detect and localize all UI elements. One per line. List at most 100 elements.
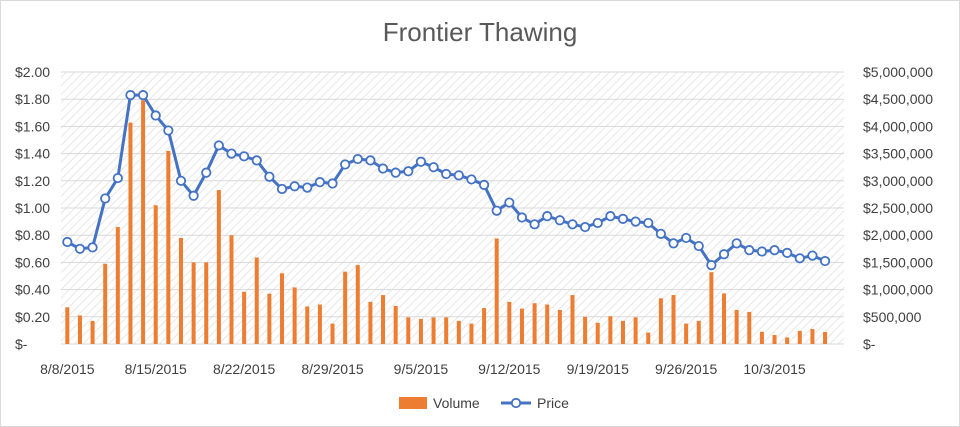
left-axis-tick-label: $0.60: [15, 254, 50, 270]
left-axis-tick-label: $-: [15, 336, 28, 352]
volume-bar: [292, 287, 297, 344]
volume-bar: [317, 304, 322, 344]
left-axis-tick-label: $1.20: [15, 173, 50, 189]
left-axis-labels: $- $0.20 $0.40 $0.60 $0.80 $1.00 $1.20 $1.40 $1.…: [15, 64, 50, 352]
price-point: [340, 159, 351, 170]
volume-bar: [229, 235, 234, 344]
price-point: [403, 166, 414, 177]
x-axis-tick-label: 8/15/2015: [125, 361, 187, 377]
price-point: [542, 211, 553, 222]
price-point: [163, 125, 174, 136]
volume-bar: [557, 310, 562, 344]
price-series-points: [62, 90, 831, 271]
price-point: [693, 240, 704, 252]
volume-bar: [696, 320, 701, 344]
volume-bar: [532, 303, 537, 344]
volume-bar: [671, 295, 676, 344]
volume-bar: [267, 293, 272, 344]
price-point: [580, 221, 591, 233]
volume-bar: [141, 100, 146, 345]
volume-bar: [242, 291, 247, 344]
volume-bar: [204, 262, 209, 344]
volume-bar: [444, 317, 449, 344]
price-point: [718, 249, 730, 260]
price-point: [491, 205, 502, 216]
price-point: [365, 155, 376, 166]
price-point: [213, 140, 224, 151]
right-axis-labels: $- $500,000 $1,000,000 $1,500,000 $2,000,000…: [863, 64, 933, 352]
price-point: [681, 232, 692, 244]
volume-bar: [65, 307, 70, 344]
x-axis-tick-label: 8/22/2015: [213, 361, 275, 377]
volume-bar: [519, 308, 524, 344]
volume-bar: [77, 315, 82, 344]
price-point: [150, 110, 161, 121]
right-axis-tick-label: $3,500,000: [863, 146, 933, 162]
x-axis-tick-label: 9/5/2015: [394, 361, 449, 377]
volume-bar: [166, 150, 171, 344]
volume-bar: [545, 304, 550, 344]
price-point: [352, 153, 363, 165]
left-axis-tick-label: $2.00: [15, 64, 50, 80]
price-point: [428, 162, 439, 173]
volume-bar: [734, 310, 739, 344]
volume-bar: [191, 262, 196, 344]
volume-bar: [406, 317, 411, 344]
price-point: [251, 155, 262, 166]
legend-swatch-price-marker: [510, 397, 522, 409]
volume-bar: [216, 190, 221, 344]
volume-bar: [709, 272, 714, 344]
price-point: [314, 177, 325, 188]
volume-bar: [620, 320, 625, 344]
price-point: [201, 167, 212, 178]
price-point: [441, 168, 452, 180]
volume-bar: [469, 323, 474, 344]
volume-bar: [646, 332, 651, 344]
x-axis-tick-label: 10/3/2015: [743, 361, 805, 377]
legend-swatch-volume: [399, 397, 427, 409]
price-point: [137, 90, 149, 101]
price-point: [668, 238, 679, 249]
volume-bar: [823, 332, 828, 344]
volume-bar: [785, 337, 790, 344]
price-point: [617, 213, 629, 224]
price-point: [112, 172, 123, 184]
price-point: [643, 217, 654, 229]
volume-bar: [418, 318, 423, 344]
price-point: [769, 245, 780, 256]
volume-bar: [90, 320, 95, 344]
price-point: [478, 179, 490, 190]
price-point: [630, 216, 641, 227]
legend-label-volume: Volume: [433, 395, 480, 411]
price-point: [554, 215, 565, 226]
left-axis-tick-label: $1.60: [15, 118, 50, 134]
price-point: [100, 193, 111, 204]
price-point: [744, 245, 755, 256]
price-point: [504, 197, 515, 208]
left-axis-tick-label: $0.20: [15, 309, 50, 325]
volume-bar: [305, 306, 310, 344]
price-point: [415, 156, 427, 167]
price-point: [807, 250, 818, 261]
price-point: [756, 246, 768, 257]
right-axis-tick-label: $1,000,000: [863, 282, 933, 298]
right-axis-tick-label: $5,000,000: [863, 64, 933, 80]
volume-bar: [810, 329, 815, 344]
volume-bar: [431, 317, 436, 344]
right-axis-tick-label: $3,000,000: [863, 173, 933, 189]
x-axis-labels: 8/8/2015 8/15/2015 8/22/2015 8/29/2015 9/5/2…: [40, 361, 806, 377]
left-axis-tick-label: $0.40: [15, 282, 50, 298]
price-point: [125, 90, 136, 101]
price-point: [327, 178, 338, 189]
price-point: [529, 219, 540, 230]
volume-bar: [608, 316, 613, 344]
price-point: [782, 247, 793, 258]
volume-bar: [355, 265, 360, 344]
gridlines: [61, 71, 844, 345]
price-point: [289, 181, 300, 192]
price-point: [62, 236, 73, 248]
price-point: [592, 217, 603, 229]
price-point: [239, 151, 250, 162]
x-axis-tick-label: 9/12/2015: [478, 361, 540, 377]
